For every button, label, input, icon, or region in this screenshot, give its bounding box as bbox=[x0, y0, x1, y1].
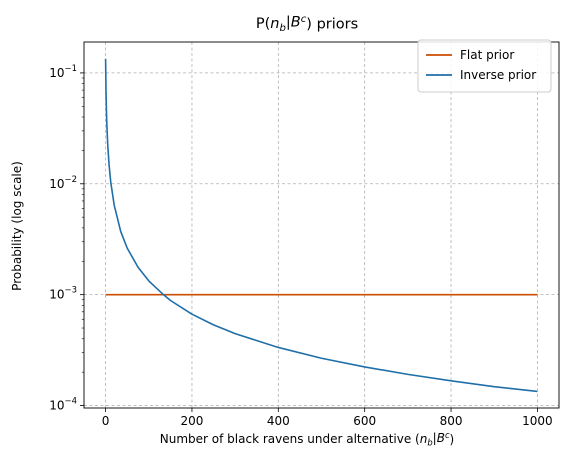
chart-title: P(nb​|Bc​) priors bbox=[256, 14, 358, 34]
y-axis-ticks: 10−4 10−3 10−2 10−1 bbox=[49, 64, 84, 413]
x-axis-ticks: 0 200 400 600 800 1000 bbox=[102, 408, 553, 428]
y-tick-label: 10−4 bbox=[49, 397, 77, 413]
series-line-inverse-prior bbox=[104, 58, 538, 393]
x-tick-label: 1000 bbox=[522, 414, 553, 428]
y-tick-label: 10−1 bbox=[49, 64, 77, 80]
y-tick-label: 10−3 bbox=[49, 286, 77, 302]
series-lines bbox=[104, 58, 538, 393]
y-axis-label: Probability (log scale) bbox=[10, 161, 24, 291]
x-axis-label: Number of black ravens under alternative… bbox=[160, 430, 454, 447]
legend-label: Flat prior bbox=[460, 48, 514, 62]
legend-label: Inverse prior bbox=[460, 68, 536, 82]
x-tick-label: 200 bbox=[181, 414, 204, 428]
y-tick-label: 10−2 bbox=[49, 175, 77, 191]
grid bbox=[84, 42, 559, 408]
x-tick-label: 0 bbox=[102, 414, 110, 428]
legend-box bbox=[417, 39, 552, 93]
plot-frame bbox=[83, 41, 560, 409]
legend: Flat prior Inverse prior bbox=[417, 39, 552, 93]
x-tick-label: 600 bbox=[353, 414, 376, 428]
x-tick-label: 400 bbox=[267, 414, 290, 428]
x-tick-label: 800 bbox=[440, 414, 463, 428]
